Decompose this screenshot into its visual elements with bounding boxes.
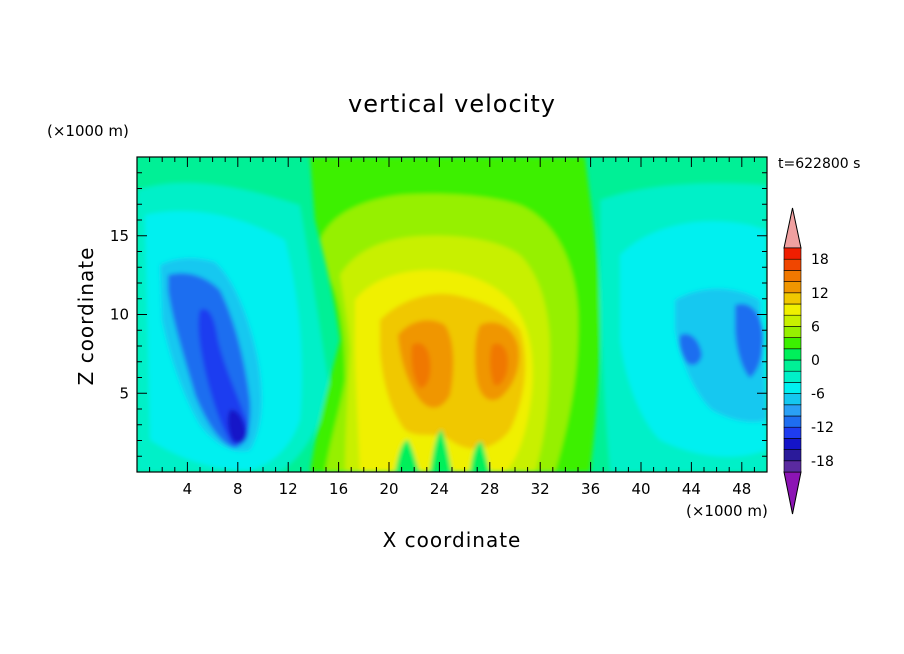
colorbar-swatch [783,281,802,294]
contour-center-bottom-spikes [395,430,490,472]
x-unit-label: (×1000 m) [686,502,768,520]
y-axis-label: Z coordinate [74,247,98,386]
contour-left-m14 [227,409,246,443]
colorbar-swatch [783,258,802,271]
contour-right-m10b [679,333,702,366]
colorbar-tick-label: 18 [811,252,829,268]
colorbar-tick-label: 12 [811,286,829,302]
colorbar-swatch [783,303,802,316]
x-axis-label: X coordinate [383,528,522,552]
contour-field [137,157,767,472]
colorbar-swatch [783,460,802,473]
y-tick-label: 10 [110,306,129,324]
contour-center-p14b [489,343,508,386]
x-tick-label: 16 [329,480,348,498]
colorbar-swatch [783,438,802,450]
colorbar-swatch [783,393,802,406]
colorbar-swatch [783,348,802,361]
colorbar-swatch [783,326,802,338]
colorbar-tick-label: -6 [811,387,825,403]
x-tick-label: 40 [631,480,650,498]
colorbar-swatch [783,292,802,305]
colorbar-swatch [783,337,802,350]
colorbar-swatch [783,359,802,372]
x-axis: 4 8 12 16 20 24 28 32 36 40 44 48 [149,157,755,498]
x-tick-label: 24 [430,480,449,498]
y-tick-label: 15 [110,227,129,245]
contour-left-m12 [198,309,249,446]
x-tick-label: 12 [279,480,298,498]
colorbar-swatch [783,404,802,417]
colorbar: -18 -12 -6 0 6 12 18 [783,207,834,515]
z-unit-label: (×1000 m) [47,122,129,140]
x-tick-label: 48 [732,480,751,498]
colorbar-tick-label: -18 [811,454,834,470]
x-tick-label: 32 [531,480,550,498]
y-tick-label: 5 [119,384,129,402]
colorbar-swatch [783,382,802,394]
x-tick-label: 28 [480,480,499,498]
chart-title: vertical velocity [348,90,556,118]
x-tick-label: 36 [581,480,600,498]
colorbar-under-triangle [783,471,802,515]
contour-right-m10 [735,303,764,378]
colorbar-swatch [783,314,802,327]
colorbar-tick-label: 0 [811,353,820,369]
colorbar-swatch [783,370,802,383]
colorbar-over-triangle [783,207,802,249]
x-tick-label: 8 [233,480,243,498]
colorbar-swatch [783,449,802,462]
colorbar-swatch [783,270,802,282]
x-tick-label: 20 [379,480,398,498]
colorbar-swatch [783,247,802,260]
colorbar-swatch [783,426,802,439]
time-label: t=622800 s [778,156,860,172]
x-tick-label: 4 [183,480,193,498]
x-tick-label: 44 [682,480,701,498]
y-axis: 5 10 15 [110,172,767,457]
colorbar-tick-label: -12 [811,420,834,436]
colorbar-tick-label: 6 [811,319,820,335]
contour-center-p14 [411,343,431,388]
colorbar-swatch [783,415,802,428]
